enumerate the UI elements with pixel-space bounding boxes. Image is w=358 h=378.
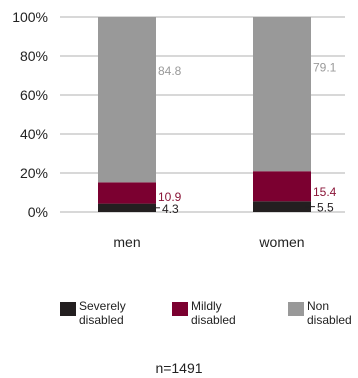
bar-segment <box>98 17 156 183</box>
y-tick-label: 60% <box>20 87 48 103</box>
data-label-mild: 15.4 <box>313 185 337 199</box>
legend-swatch <box>172 302 188 316</box>
data-label-non: 79.1 <box>313 60 337 74</box>
y-tick-label: 40% <box>20 126 48 142</box>
x-category-label: men <box>113 234 140 250</box>
legend-label-line2: disabled <box>79 313 124 327</box>
legend-swatch <box>60 302 76 316</box>
y-tick-label: 80% <box>20 48 48 64</box>
y-tick-label: 100% <box>12 9 48 25</box>
legend-swatch <box>288 302 304 316</box>
y-tick-label: 0% <box>28 204 48 220</box>
data-label-severe: 4.3 <box>162 202 179 216</box>
data-label-mild: 10.9 <box>158 190 182 204</box>
bar-segment <box>253 17 311 172</box>
y-tick-label: 20% <box>20 165 48 181</box>
legend-label-line1: Mildly <box>191 299 222 313</box>
sample-size-note: n=1491 <box>155 360 202 376</box>
x-category-label: women <box>258 234 304 250</box>
bar-segment <box>253 171 311 202</box>
legend-label-line1: Severely <box>79 299 126 313</box>
data-label-severe: 5.5 <box>317 201 334 215</box>
bar-segment <box>98 203 156 212</box>
data-label-non: 84.8 <box>158 64 182 78</box>
legend-label-line1: Non <box>307 299 329 313</box>
bar-segment <box>253 201 311 212</box>
legend-label-line2: disabled <box>307 313 352 327</box>
bar-segment <box>98 182 156 204</box>
legend-label-line2: disabled <box>191 313 236 327</box>
